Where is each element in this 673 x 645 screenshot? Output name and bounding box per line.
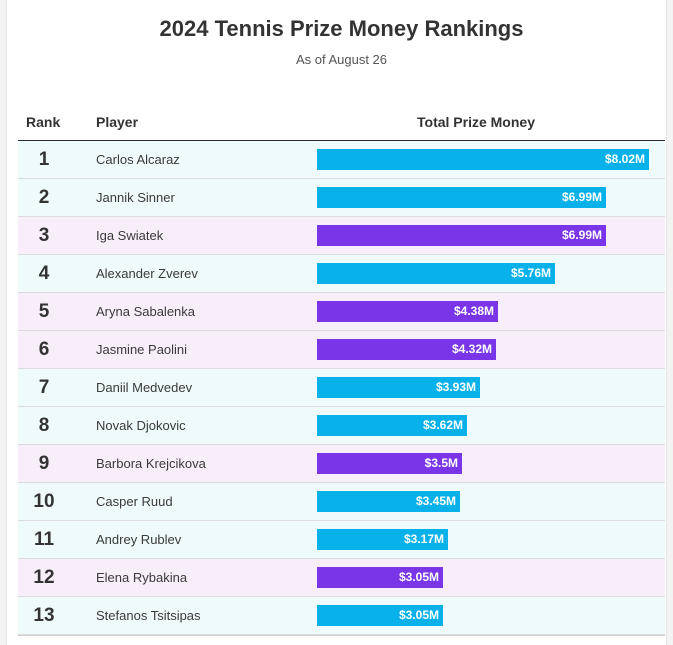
table-row: 13 Stefanos Tsitsipas $3.05M xyxy=(18,597,665,635)
prize-money-bar[interactable]: $4.38M xyxy=(317,301,498,322)
table-row: 3 Iga Swiatek $6.99M xyxy=(18,217,665,255)
rank-number: 1 xyxy=(38,149,50,170)
player-name: Novak Djokovic xyxy=(96,418,186,433)
table-row: 9 Barbora Krejcikova $3.5M xyxy=(18,445,665,483)
player-name: Barbora Krejcikova xyxy=(96,456,206,471)
prize-money-column-header[interactable]: Total Prize Money xyxy=(417,114,535,130)
table-bottom-border xyxy=(18,635,665,636)
bar-value-label: $3.05M xyxy=(398,608,439,622)
rank-number: 12 xyxy=(33,567,55,588)
player-column-header[interactable]: Player xyxy=(96,114,139,130)
rank-number: 3 xyxy=(38,225,50,246)
prize-money-bar[interactable]: $3.05M xyxy=(317,567,443,588)
table-row: 4 Alexander Zverev $5.76M xyxy=(18,255,665,293)
chart-subtitle: As of August 26 xyxy=(295,52,388,67)
player-name: Iga Swiatek xyxy=(96,228,164,243)
rank-number: 7 xyxy=(38,377,50,398)
player-name: Alexander Zverev xyxy=(96,266,198,281)
table-row: 8 Novak Djokovic $3.62M xyxy=(18,407,665,445)
rank-number: 5 xyxy=(38,301,50,322)
rank-column-header[interactable]: Rank xyxy=(26,114,61,130)
table-row: 5 Aryna Sabalenka $4.38M xyxy=(18,293,665,331)
bar-value-label: $5.76M xyxy=(510,266,551,280)
rank-number: 13 xyxy=(33,605,55,626)
prize-money-bar[interactable]: $3.05M xyxy=(317,605,443,626)
player-name: Carlos Alcaraz xyxy=(96,152,180,167)
player-name: Daniil Medvedev xyxy=(96,380,193,395)
window-right-edge xyxy=(666,0,673,645)
rank-number: 6 xyxy=(38,339,50,360)
rank-number: 4 xyxy=(38,263,50,284)
rank-number: 8 xyxy=(38,415,50,436)
bar-value-label: $3.45M xyxy=(415,494,456,508)
prize-money-bar[interactable]: $4.32M xyxy=(317,339,496,360)
table-row: 11 Andrey Rublev $3.17M xyxy=(18,521,665,559)
table-row: 7 Daniil Medvedev $3.93M xyxy=(18,369,665,407)
bar-value-label: $4.38M xyxy=(453,304,494,318)
bar-value-label: $3.17M xyxy=(403,532,444,546)
player-name: Elena Rybakina xyxy=(96,570,188,585)
rank-number: 9 xyxy=(38,453,50,474)
bar-value-label: $6.99M xyxy=(561,228,602,242)
prize-money-bar[interactable]: $3.45M xyxy=(317,491,460,512)
table-row: 2 Jannik Sinner $6.99M xyxy=(18,179,665,217)
table-row: 6 Jasmine Paolini $4.32M xyxy=(18,331,665,369)
prize-money-bar[interactable]: $6.99M xyxy=(317,187,606,208)
player-name: Andrey Rublev xyxy=(96,532,182,547)
bar-value-label: $8.02M xyxy=(604,152,645,166)
player-name: Jannik Sinner xyxy=(96,190,175,205)
rank-number: 2 xyxy=(38,187,50,208)
table-row: 10 Casper Ruud $3.45M xyxy=(18,483,665,521)
prize-money-bar[interactable]: $3.93M xyxy=(317,377,480,398)
window-left-edge xyxy=(0,0,7,645)
prize-money-bar[interactable]: $3.62M xyxy=(317,415,467,436)
prize-money-bar[interactable]: $5.76M xyxy=(317,263,555,284)
player-name: Aryna Sabalenka xyxy=(96,304,196,319)
bar-value-label: $4.32M xyxy=(451,342,492,356)
table-row: 12 Elena Rybakina $3.05M xyxy=(18,559,665,597)
player-name: Stefanos Tsitsipas xyxy=(96,608,201,623)
table-header: Rank Player Total Prize Money xyxy=(18,106,665,142)
bar-value-label: $3.62M xyxy=(422,418,463,432)
bar-value-label: $6.99M xyxy=(561,190,602,204)
prize-money-bar[interactable]: $6.99M xyxy=(317,225,606,246)
bar-value-label: $3.93M xyxy=(435,380,476,394)
rank-number: 11 xyxy=(33,529,55,550)
player-name: Casper Ruud xyxy=(96,494,173,509)
bar-value-label: $3.5M xyxy=(424,456,458,470)
rank-number: 10 xyxy=(33,491,55,512)
prize-money-bar[interactable]: $3.17M xyxy=(317,529,448,550)
ranking-table-body: 1 Carlos Alcaraz $8.02M 2 Jannik Sinner $6.99… xyxy=(18,141,665,635)
prize-money-bar[interactable]: $8.02M xyxy=(317,149,649,170)
chart-title: 2024 Tennis Prize Money Rankings xyxy=(159,16,524,41)
prize-money-bar[interactable]: $3.5M xyxy=(317,453,462,474)
table-row: 1 Carlos Alcaraz $8.02M xyxy=(18,141,665,179)
player-name: Jasmine Paolini xyxy=(96,342,188,357)
bar-value-label: $3.05M xyxy=(398,570,439,584)
